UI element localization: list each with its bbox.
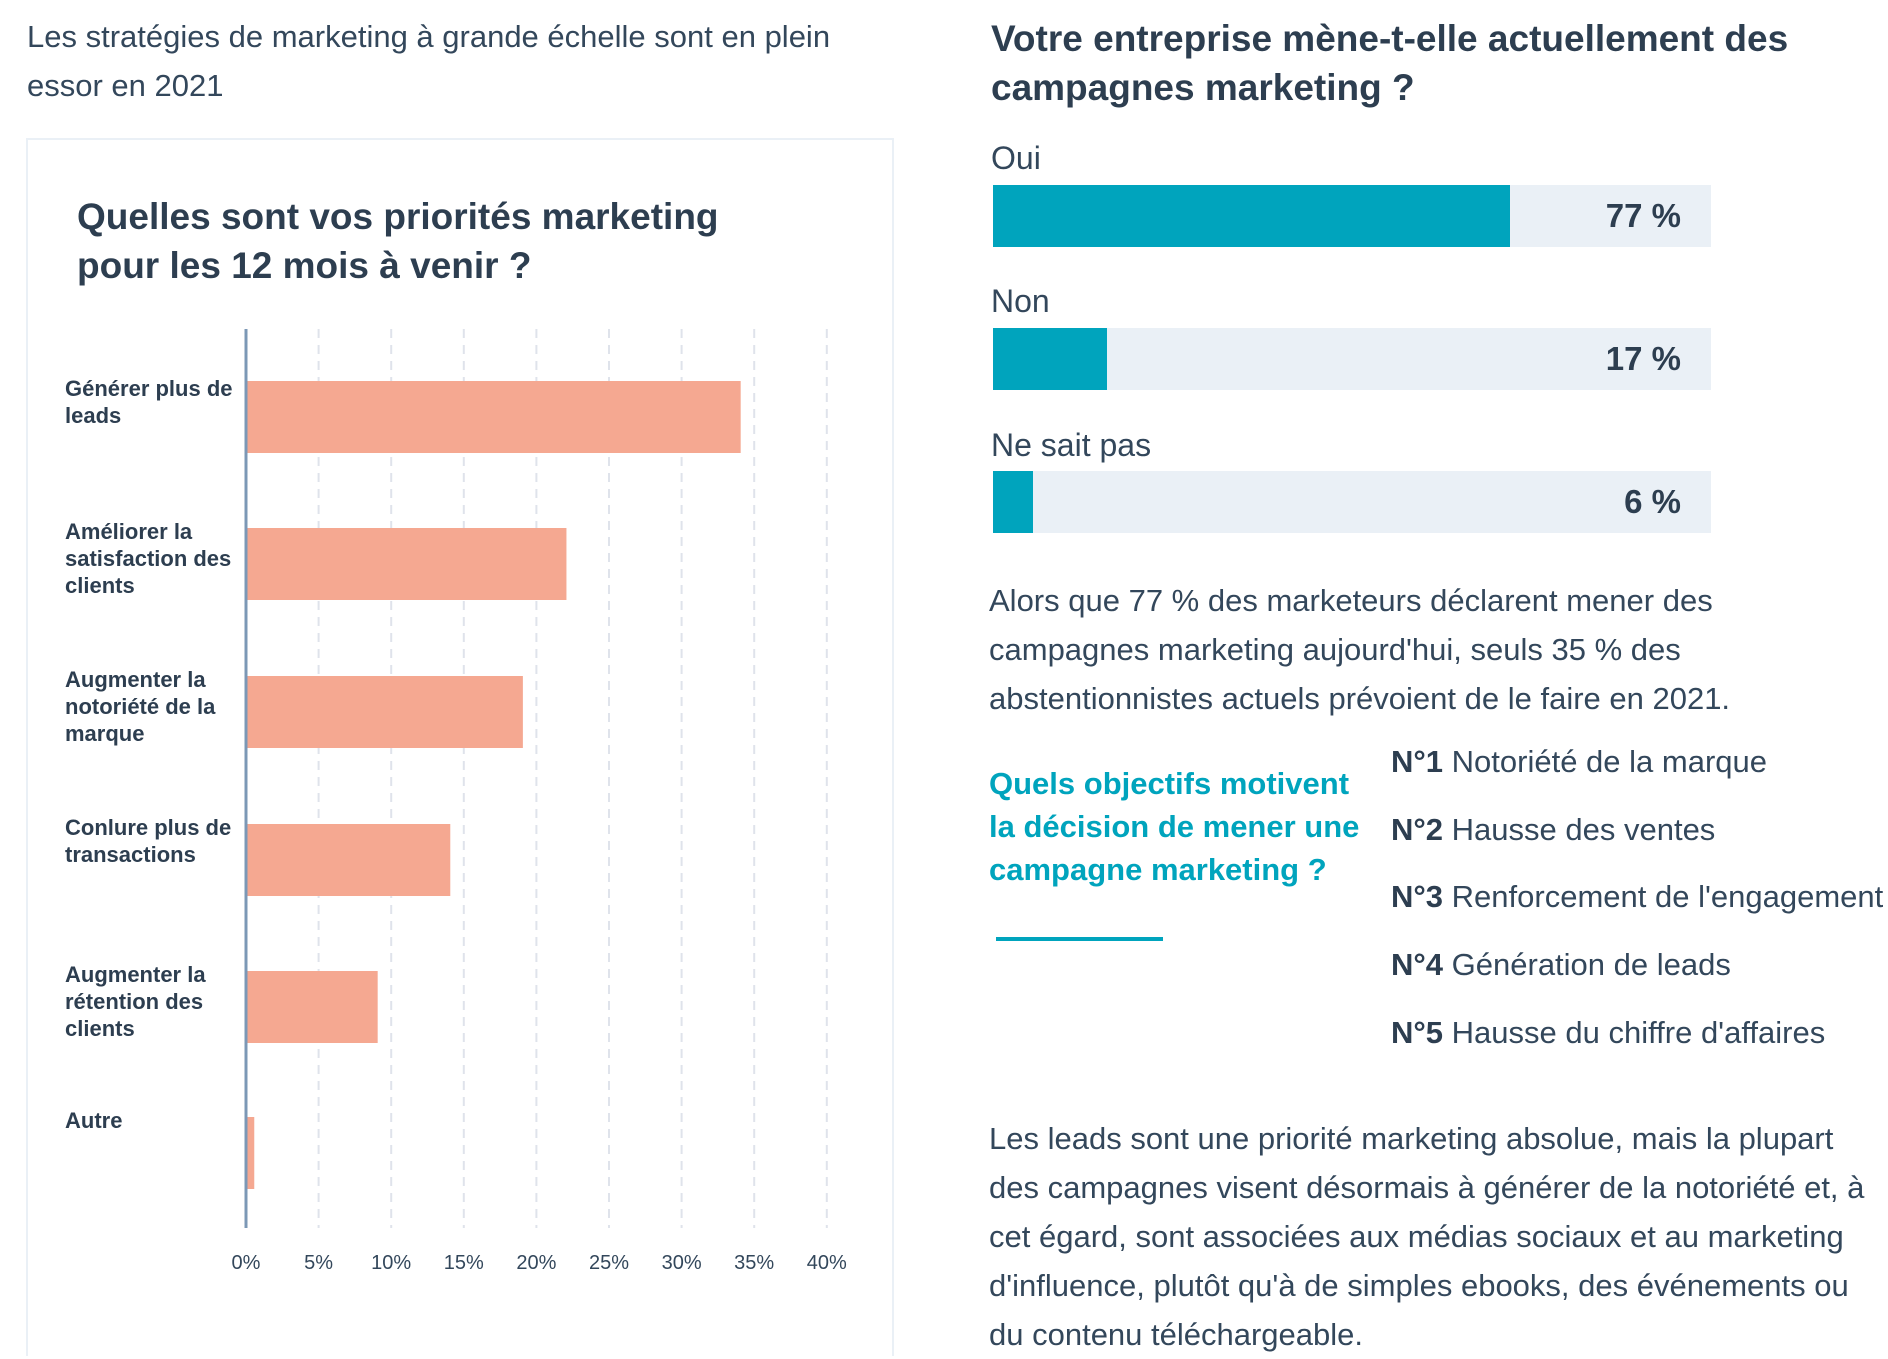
category-label: Générer plus de leads <box>65 376 233 428</box>
objective-label: Génération de leads <box>1451 947 1731 982</box>
percent-value: 6 % <box>1624 483 1681 520</box>
objective-label: Renforcement de l'engagement <box>1451 879 1884 914</box>
survey-paragraph: Alors que 77 % des marketeurs déclarent … <box>989 583 1731 716</box>
x-tick-label: 25% <box>588 1252 630 1274</box>
chart-title: Quelles sont vos priorités marketing pou… <box>77 196 719 286</box>
rank-number: N°1 <box>1391 744 1444 779</box>
category-label: Augmenter la rétention des clients <box>65 962 206 1041</box>
rank-number: N°3 <box>1391 879 1444 914</box>
x-tick-label: 35% <box>734 1252 775 1274</box>
progress-bar: 17 % <box>993 328 1711 390</box>
bar <box>247 381 741 453</box>
x-tick-label: 5% <box>304 1252 334 1274</box>
bar <box>247 1117 255 1189</box>
objective-item: N°1 Notoriété de la marque <box>1391 744 1767 780</box>
option-label: Non <box>991 283 1050 319</box>
x-tick-label: 0% <box>231 1252 261 1274</box>
bar <box>247 676 523 748</box>
objective-item: N°3 Renforcement de l'engagement <box>1391 879 1883 915</box>
objective-label: Hausse du chiffre d'affaires <box>1451 1015 1826 1050</box>
x-tick-label: 40% <box>806 1252 847 1274</box>
rank-number: N°2 <box>1391 812 1444 847</box>
percent-value: 17 % <box>1605 340 1681 377</box>
category-label: Autre <box>65 1108 123 1133</box>
option-label: Oui <box>991 140 1041 176</box>
rank-number: N°4 <box>1391 947 1444 982</box>
progress-fill <box>993 471 1034 533</box>
rank-number: N°5 <box>1391 1015 1444 1050</box>
objective-item: N°5 Hausse du chiffre d'affaires <box>1391 1015 1825 1051</box>
objective-item: N°2 Hausse des ventes <box>1391 812 1715 848</box>
category-label: Améliorer la satisfaction des clients <box>65 519 232 598</box>
objective-item: N°4 Génération de leads <box>1391 947 1731 983</box>
category-label: Augmenter la notoriété de la marque <box>65 667 216 746</box>
category-label: Conlure plus de transactions <box>65 815 232 867</box>
bar <box>247 528 567 600</box>
intro-text: Les stratégies de marketing à grande éch… <box>27 19 831 103</box>
progress-bar: 6 % <box>993 471 1711 533</box>
x-tick-label: 30% <box>661 1252 702 1274</box>
percent-value: 77 % <box>1605 197 1681 234</box>
conclusion-paragraph: Les leads sont une priorité marketing ab… <box>989 1121 1865 1352</box>
x-tick-label: 15% <box>443 1252 484 1274</box>
bar-chart <box>244 329 828 1228</box>
progress-fill <box>993 328 1108 390</box>
progress-bar: 77 % <box>993 185 1711 247</box>
bar <box>247 824 451 896</box>
objectives-question: Quels objectifs motivent la décision de … <box>989 766 1360 887</box>
objective-label: Hausse des ventes <box>1451 812 1716 847</box>
progress-fill <box>993 185 1510 247</box>
option-label: Ne sait pas <box>991 427 1152 463</box>
x-tick-label: 10% <box>371 1252 412 1274</box>
survey-title: Votre entreprise mène-t-elle actuellemen… <box>991 18 1789 108</box>
x-tick-label: 20% <box>516 1252 557 1274</box>
question-underline <box>996 937 1163 941</box>
objective-label: Notoriété de la marque <box>1451 744 1767 779</box>
chart-card <box>26 138 894 1356</box>
bar <box>247 971 378 1043</box>
